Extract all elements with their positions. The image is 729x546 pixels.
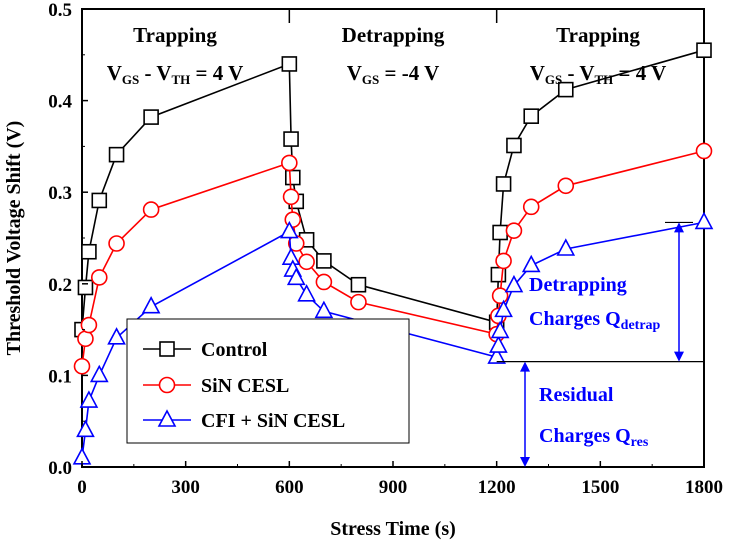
residual-annotation: Residual Charges Qres	[539, 384, 649, 450]
legend-marker	[158, 376, 176, 394]
data-point	[314, 300, 334, 319]
phase-title: Trapping	[556, 23, 640, 47]
phase-label-3: Trapping VGS - VTH = 4 V	[530, 23, 667, 87]
data-point	[489, 335, 508, 353]
data-point	[90, 269, 108, 286]
arrow-head-up	[520, 361, 530, 372]
arrow-head-down	[520, 457, 530, 467]
x-tick-label: 1500	[581, 477, 619, 498]
data-point	[696, 42, 712, 59]
legend-item-1: SiN CESL	[143, 375, 289, 397]
y-tick-label: 0.1	[48, 366, 72, 387]
data-point	[316, 253, 332, 269]
x-tick-label: 0	[77, 477, 87, 498]
data-point	[350, 276, 367, 293]
legend: Control SiN CESL CFI + SiN CESL	[126, 318, 410, 444]
y-tick-label: 0.2	[48, 275, 72, 296]
detrapping-arrow	[674, 222, 684, 362]
phase-label-1: Trapping VGS - VTH = 4 V	[107, 23, 244, 87]
y-axis-label: Threshold Voltage Shift (V)	[3, 121, 25, 356]
residual-annotation-line1: Residual	[539, 384, 614, 406]
data-point	[91, 192, 108, 209]
data-point	[79, 390, 99, 408]
arrow-head-up	[674, 222, 684, 233]
phase-condition: VGS - VTH = 4 V	[530, 61, 667, 87]
data-point	[281, 154, 298, 172]
data-point	[108, 146, 125, 163]
residual-annotation-line2: Charges Qres	[539, 425, 649, 450]
legend-label: SiN CESL	[201, 375, 289, 397]
residual-arrow	[520, 361, 530, 467]
data-point	[143, 109, 159, 125]
data-point	[557, 81, 574, 98]
legend-label: CFI + SiN CESL	[201, 410, 345, 432]
data-point	[522, 198, 540, 216]
data-point	[107, 327, 126, 345]
data-point	[141, 296, 161, 314]
x-tick-label: 300	[171, 477, 200, 498]
data-point	[315, 273, 333, 291]
legend-marker	[159, 341, 175, 357]
data-point	[76, 419, 95, 438]
y-tick-label: 0.3	[48, 183, 72, 204]
data-point	[523, 108, 540, 124]
data-point	[492, 224, 508, 241]
data-point	[284, 169, 301, 186]
data-point	[350, 293, 367, 311]
phase-condition: VGS - VTH = 4 V	[107, 61, 244, 87]
data-point	[298, 253, 315, 271]
data-point	[77, 330, 94, 348]
legend-label: Control	[201, 339, 268, 361]
x-tick-label: 900	[379, 477, 408, 498]
data-point	[283, 131, 299, 147]
x-axis-label: Stress Time (s)	[330, 518, 456, 540]
data-point	[695, 142, 713, 160]
data-point	[556, 238, 576, 256]
data-point	[286, 267, 306, 286]
data-point	[505, 222, 523, 239]
data-point	[281, 56, 298, 72]
data-point	[521, 254, 541, 273]
legend-marker	[157, 409, 177, 427]
x-tick-label: 600	[275, 477, 304, 498]
data-point	[557, 177, 575, 195]
legend-item-0: Control	[143, 339, 268, 361]
data-point	[89, 364, 109, 383]
series-1	[73, 142, 713, 375]
data-point	[142, 201, 160, 218]
phase-label-2: Detrapping VGS = -4 V	[342, 23, 445, 87]
data-point	[495, 252, 512, 270]
phase-condition: VGS = -4 V	[347, 61, 440, 87]
legend-item-2: CFI + SiN CESL	[143, 409, 345, 432]
data-point	[504, 274, 524, 293]
data-point	[297, 284, 316, 302]
data-point	[694, 211, 714, 230]
data-point	[280, 220, 299, 239]
data-point	[506, 137, 522, 154]
data-point	[73, 357, 91, 375]
data-point	[81, 243, 97, 260]
arrow-head-down	[674, 351, 684, 362]
detrapping-annotation-line1: Detrapping	[529, 274, 627, 296]
x-tick-label: 1800	[685, 477, 723, 498]
detrapping-annotation: Detrapping Charges Qdetrap	[529, 274, 661, 333]
detrapping-annotation-line2: Charges Qdetrap	[529, 308, 661, 333]
x-tick-label: 1200	[478, 477, 516, 498]
data-point	[282, 188, 300, 206]
y-tick-label: 0.0	[48, 458, 72, 479]
phase-title: Trapping	[133, 23, 217, 47]
data-point	[495, 176, 512, 192]
data-point	[490, 320, 510, 339]
data-point	[491, 287, 509, 305]
data-point	[108, 235, 125, 252]
data-point	[77, 279, 94, 296]
series-2	[72, 211, 714, 465]
y-tick-label: 0.5	[48, 0, 72, 21]
phase-title: Detrapping	[342, 23, 445, 47]
data-point	[494, 299, 513, 318]
data-point	[487, 346, 506, 364]
y-tick-label: 0.4	[48, 92, 72, 113]
data-point	[80, 316, 98, 334]
